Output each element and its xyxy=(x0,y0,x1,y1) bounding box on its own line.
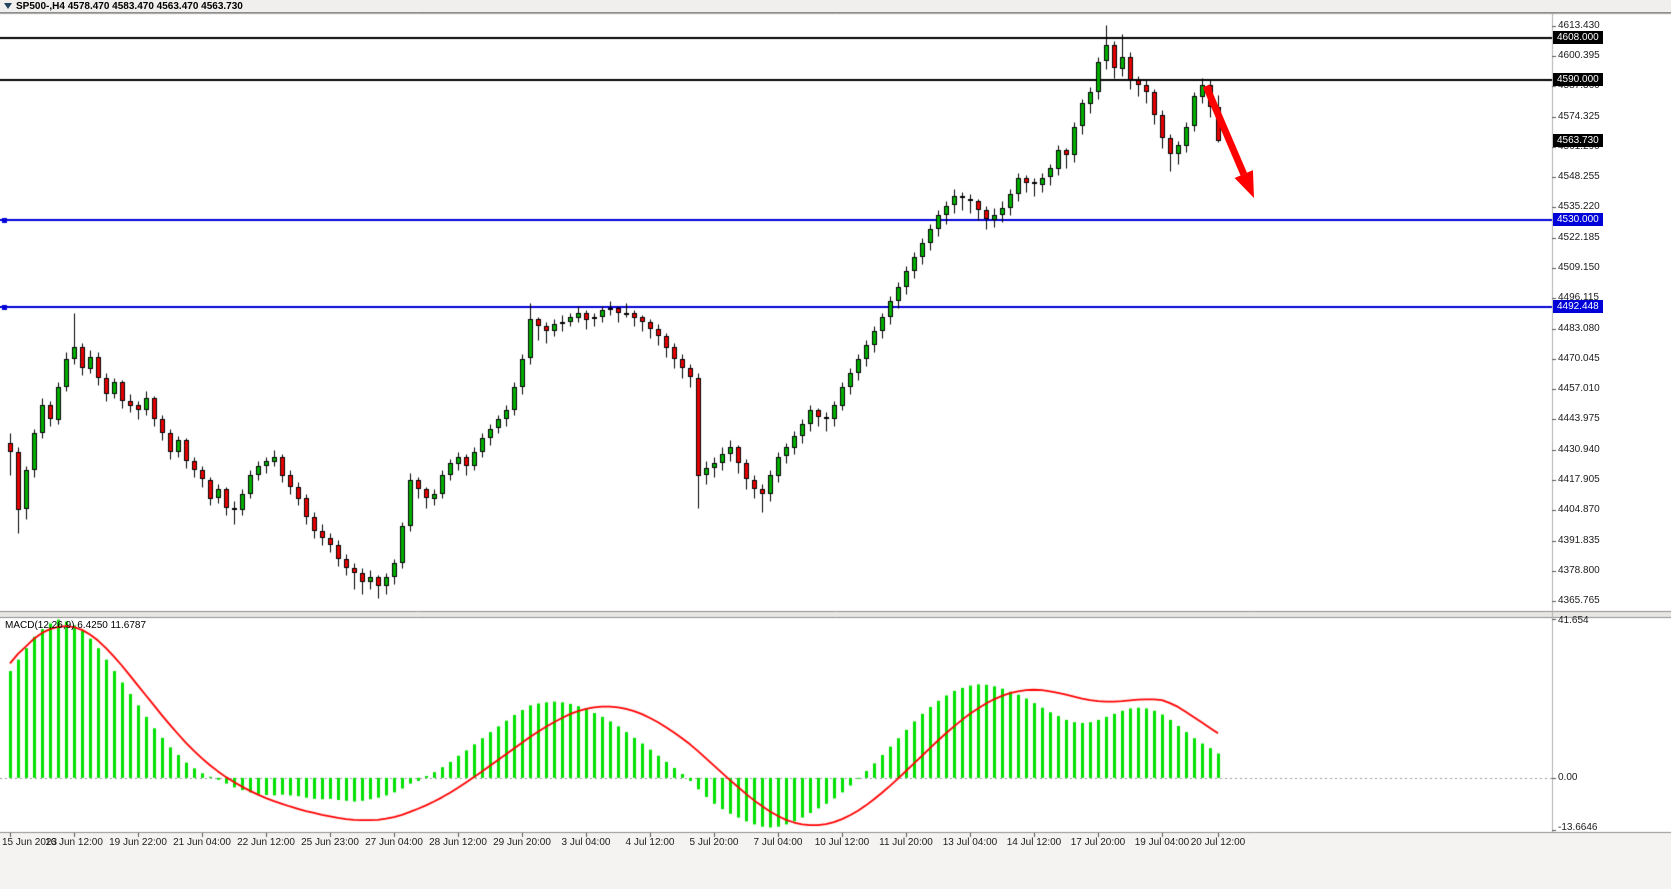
chart-title-bar[interactable]: SP500-,H4 4578.470 4583.470 4563.470 456… xyxy=(0,0,1671,13)
chart-title: SP500-,H4 4578.470 4583.470 4563.470 456… xyxy=(16,0,243,12)
time-axis[interactable] xyxy=(0,833,1671,889)
chart-icon xyxy=(4,3,12,9)
price-axis[interactable] xyxy=(1553,14,1671,832)
